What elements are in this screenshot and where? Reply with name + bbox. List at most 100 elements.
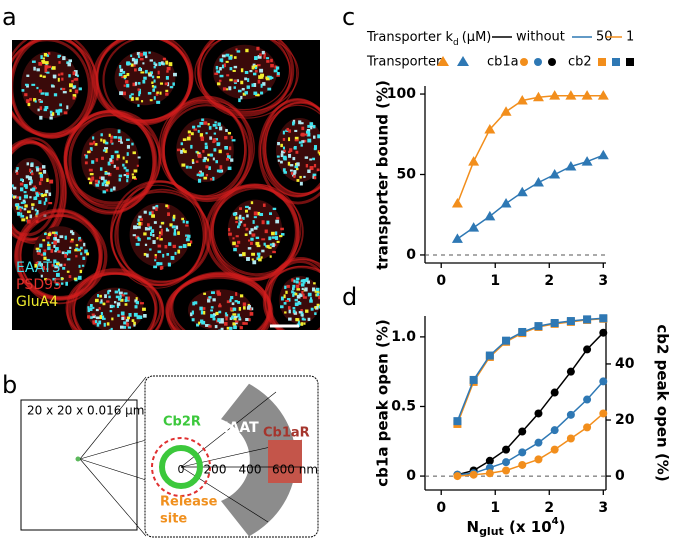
marker <box>502 445 511 454</box>
puncta <box>229 298 232 303</box>
zoom-line <box>79 376 147 460</box>
puncta <box>39 173 44 178</box>
puncta <box>295 150 299 154</box>
puncta <box>205 165 209 169</box>
puncta <box>130 93 134 96</box>
marker <box>469 470 478 479</box>
puncta <box>226 152 229 156</box>
puncta <box>59 103 63 107</box>
puncta <box>34 208 37 212</box>
puncta <box>112 186 116 191</box>
puncta <box>30 163 34 167</box>
puncta <box>62 91 67 94</box>
puncta <box>126 174 129 179</box>
puncta <box>104 171 108 175</box>
puncta <box>125 169 129 172</box>
puncta <box>35 261 39 264</box>
puncta <box>247 247 252 250</box>
puncta <box>248 230 252 235</box>
puncta <box>126 172 130 176</box>
puncta <box>105 189 109 192</box>
puncta <box>318 305 320 309</box>
puncta <box>300 280 304 283</box>
cell-membrane <box>68 112 157 210</box>
puncta <box>216 290 220 295</box>
puncta <box>257 55 262 59</box>
puncta <box>247 318 251 322</box>
puncta <box>212 138 216 141</box>
panel-label: b <box>2 371 17 399</box>
puncta <box>321 300 324 303</box>
marker <box>583 395 592 404</box>
marker <box>468 222 480 232</box>
puncta <box>303 322 306 325</box>
puncta <box>131 142 134 146</box>
puncta <box>237 225 240 229</box>
puncta <box>294 129 298 133</box>
puncta <box>182 244 187 248</box>
puncta <box>98 320 102 325</box>
puncta <box>239 326 243 330</box>
puncta <box>26 84 29 88</box>
puncta <box>292 121 295 126</box>
puncta <box>33 98 37 102</box>
puncta <box>120 298 124 302</box>
puncta <box>261 238 266 241</box>
puncta <box>228 86 232 91</box>
puncta <box>65 251 69 256</box>
puncta <box>72 96 76 100</box>
puncta <box>239 294 244 298</box>
puncta <box>42 170 47 174</box>
puncta <box>168 242 172 246</box>
puncta <box>223 63 227 68</box>
puncta <box>232 69 236 72</box>
puncta <box>78 236 81 241</box>
puncta <box>208 126 212 130</box>
puncta <box>84 154 87 157</box>
puncta <box>257 254 261 258</box>
puncta <box>46 178 49 182</box>
puncta <box>158 62 162 66</box>
puncta <box>156 237 159 240</box>
puncta <box>138 215 142 219</box>
puncta <box>250 228 254 232</box>
puncta <box>44 61 49 65</box>
puncta <box>94 298 99 303</box>
puncta <box>53 74 57 79</box>
puncta <box>218 149 222 154</box>
cell-membrane <box>162 104 251 201</box>
puncta <box>20 215 25 218</box>
puncta <box>46 258 50 262</box>
puncta <box>52 277 57 281</box>
puncta <box>212 298 216 302</box>
puncta <box>219 74 224 78</box>
puncta <box>133 321 136 326</box>
puncta <box>260 91 264 95</box>
puncta <box>104 294 107 299</box>
puncta <box>169 223 173 227</box>
puncta <box>87 315 91 319</box>
puncta <box>57 250 61 253</box>
puncta <box>147 91 152 95</box>
puncta <box>245 48 249 53</box>
puncta <box>123 292 128 295</box>
puncta <box>148 226 153 230</box>
puncta <box>57 73 61 76</box>
puncta <box>293 146 297 150</box>
puncta <box>51 85 55 88</box>
puncta <box>238 98 241 103</box>
puncta <box>111 305 115 308</box>
puncta <box>137 238 141 242</box>
puncta <box>143 210 147 214</box>
puncta <box>264 229 268 234</box>
puncta <box>294 139 299 142</box>
puncta <box>135 97 139 101</box>
marker <box>599 328 608 337</box>
puncta <box>292 309 296 314</box>
puncta <box>237 89 242 93</box>
puncta <box>228 232 232 236</box>
puncta <box>77 248 80 251</box>
x-title-sub: glut <box>479 525 504 538</box>
puncta <box>99 294 102 298</box>
puncta <box>31 187 36 192</box>
